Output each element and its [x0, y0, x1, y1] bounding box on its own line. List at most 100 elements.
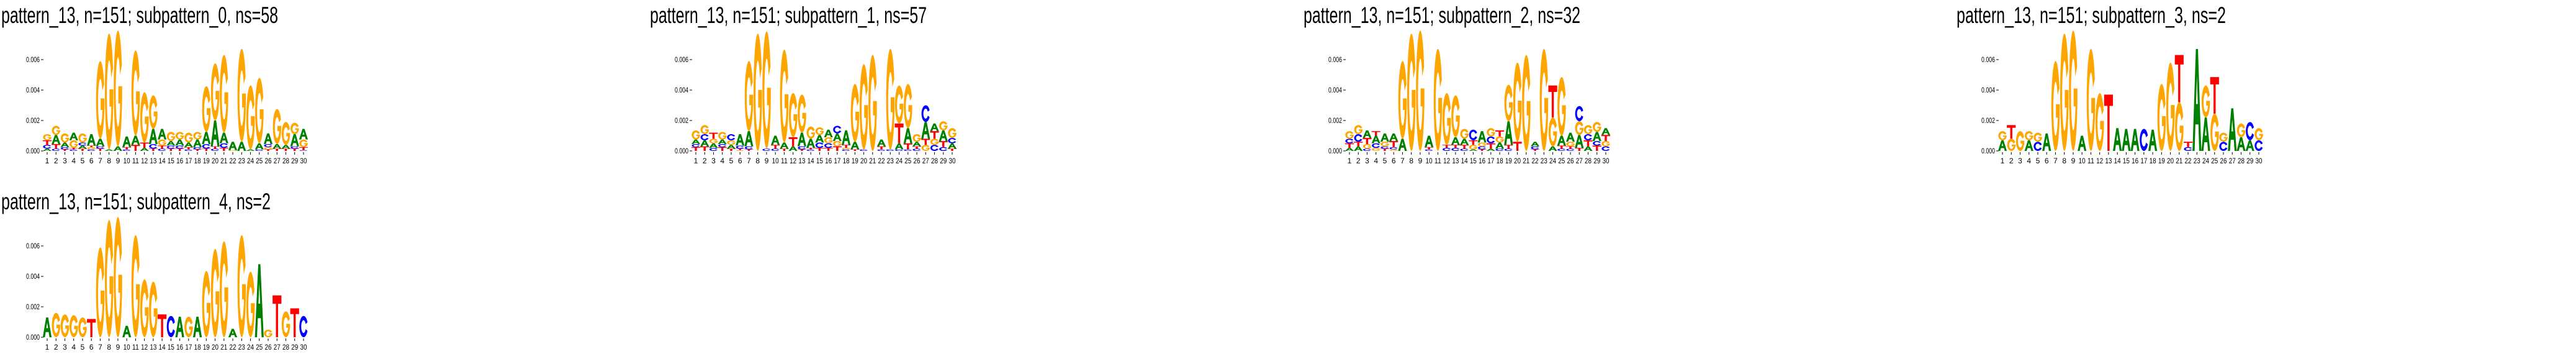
logo-column-15	[166, 132, 176, 151]
logo-letter-C	[1469, 129, 1477, 140]
logo-letter-T	[1486, 143, 1495, 149]
logo-letter-G	[220, 241, 228, 337]
x-tick-label: 27	[274, 157, 281, 165]
logo-letter-G	[2033, 132, 2042, 142]
logo-letter-G	[1469, 145, 1478, 150]
x-tick-label: 1	[2001, 157, 2005, 165]
logo-letter-T	[921, 138, 930, 145]
logo-letter-G	[939, 121, 948, 130]
x-tick-label: 10	[124, 343, 130, 352]
logo-letter-A	[202, 132, 211, 144]
y-tick-label: 0.004	[1328, 86, 1342, 94]
logo-letter-C	[1380, 146, 1389, 149]
logo-column-30	[1601, 128, 1611, 151]
logo-letter-G	[868, 55, 877, 151]
logo-letter-G	[2095, 93, 2104, 151]
logo-letter-C	[184, 149, 193, 151]
logo-column-30	[947, 128, 957, 151]
x-tick-label: 24	[247, 157, 254, 165]
logo-letter-A	[780, 142, 789, 149]
logo-letter-G	[912, 134, 921, 142]
logo-letter-A	[87, 134, 96, 146]
y-tick-label: 0.000	[1981, 147, 1995, 155]
logo-letter-T	[947, 148, 957, 151]
x-tick-label: 13	[150, 157, 156, 165]
logo-column-2	[1354, 125, 1363, 151]
logo-column-11	[1433, 48, 1443, 151]
logo-column-14	[1460, 129, 1469, 151]
logo-letter-A	[2228, 108, 2237, 151]
logo-letter-T	[1344, 143, 1354, 148]
logo-letter-T	[1513, 142, 1522, 151]
logo-letter-A	[281, 145, 290, 149]
logo-column-23	[886, 48, 895, 151]
logo-column-2	[52, 125, 61, 151]
logo-letter-A	[246, 149, 255, 151]
x-tick-label: 29	[940, 157, 947, 165]
logo-column-1	[1344, 131, 1354, 151]
x-tick-label: 2	[703, 157, 707, 165]
x-tick-label: 9	[765, 157, 769, 165]
logo-column-27	[272, 109, 282, 151]
logo-letter-A	[1477, 131, 1487, 143]
logo-letter-T	[700, 146, 709, 151]
logo-column-1	[42, 317, 52, 337]
x-tick-label: 11	[2087, 157, 2094, 165]
logo-letter-G	[175, 132, 184, 140]
logo-column-6	[736, 134, 745, 151]
logo-letter-T	[2007, 125, 2016, 139]
logo-letter-A	[290, 134, 299, 147]
logo-column-26	[264, 329, 272, 337]
logo-column-27	[2228, 108, 2237, 151]
logo-panel-subpattern-3: pattern_13, n=151; subpattern_3, ns=2 0.…	[1957, 2, 2263, 165]
logo-letter-C	[158, 148, 166, 151]
x-tick-label: 29	[1593, 157, 1600, 165]
x-tick-label: 28	[931, 157, 938, 165]
logo-letter-G	[299, 139, 308, 147]
logo-letter-T	[788, 137, 798, 147]
logo-column-4	[2024, 131, 2033, 152]
y-tick-label: 0.002	[1328, 116, 1342, 125]
logo-letter-G	[930, 138, 939, 145]
logo-column-27	[1575, 106, 1584, 151]
x-tick-label: 14	[1461, 157, 1468, 165]
x-tick-label: 1	[694, 157, 698, 165]
logo-letter-C	[736, 145, 744, 149]
logo-column-9	[114, 217, 122, 337]
logo-letter-A	[1592, 132, 1601, 142]
logo-letter-C	[1460, 148, 1469, 151]
logo-column-20	[210, 248, 220, 337]
logo-letter-G	[1372, 148, 1380, 151]
x-tick-label: 7	[98, 157, 102, 165]
logo-letter-A	[1548, 146, 1557, 151]
logo-column-13	[148, 95, 158, 151]
x-tick-label: 5	[81, 343, 85, 352]
logo-letter-A	[1583, 146, 1593, 151]
logo-letter-G	[709, 138, 718, 143]
logo-letter-T	[850, 149, 860, 151]
x-tick-label: 17	[185, 157, 192, 165]
x-tick-label: 18	[194, 343, 201, 352]
logo-column-26	[2219, 132, 2228, 151]
logo-letter-T	[903, 143, 912, 150]
logo-column-24	[246, 85, 255, 151]
logo-letter-T	[1565, 146, 1575, 149]
logo-column-20	[859, 64, 868, 151]
x-tick-label: 21	[869, 157, 876, 165]
logo-letter-C	[709, 148, 718, 151]
logo-letter-A	[1601, 128, 1611, 135]
x-tick-label: 30	[1602, 157, 1609, 165]
logo-letter-C	[718, 143, 727, 147]
logo-column-19	[2157, 84, 2166, 151]
logo-column-5	[78, 317, 87, 337]
logo-letter-A	[1565, 132, 1575, 142]
logo-letter-C	[1372, 143, 1380, 148]
logo-column-30	[299, 129, 308, 151]
x-tick-label: 21	[220, 157, 227, 165]
logo-letter-C	[2184, 147, 2192, 151]
x-tick-label: 15	[816, 157, 823, 165]
x-tick-label: 11	[1434, 157, 1441, 165]
logo-letter-G	[60, 314, 70, 337]
panel-title: pattern_13, n=151; subpattern_4, ns=2	[1, 189, 271, 214]
